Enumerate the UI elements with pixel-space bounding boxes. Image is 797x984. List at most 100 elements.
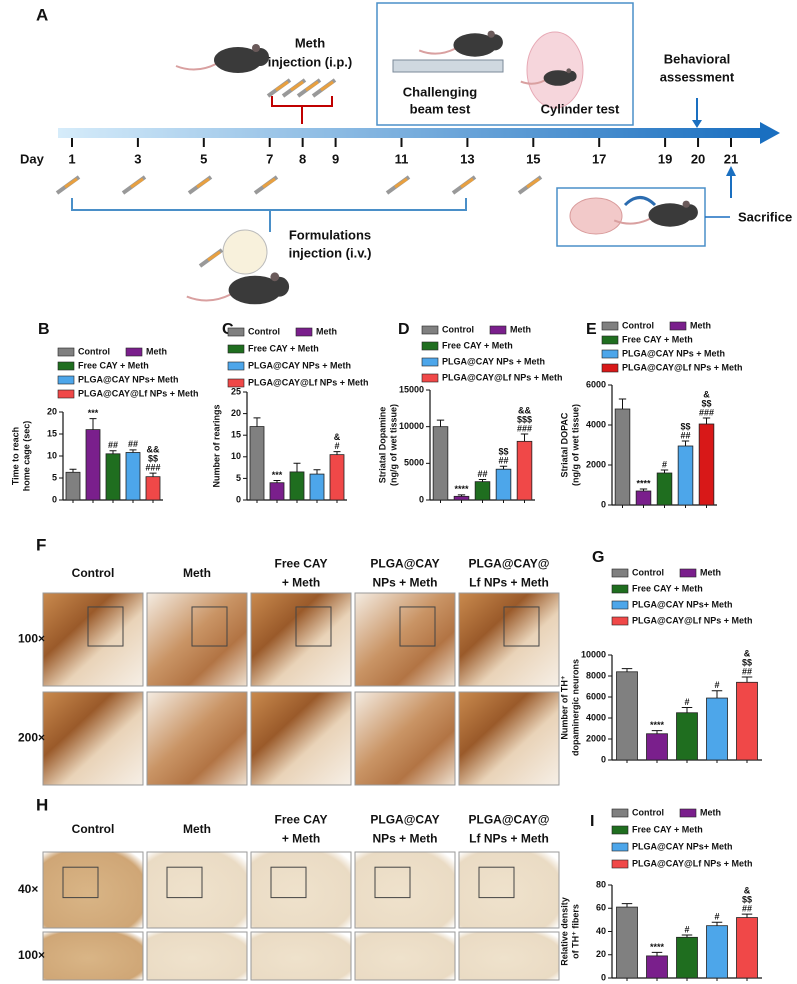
y-tick-label: 0 <box>236 494 241 504</box>
bar <box>145 476 161 501</box>
legend-swatch <box>57 361 75 371</box>
bar <box>249 426 265 501</box>
micrograph <box>146 691 248 786</box>
significance-label: $$ <box>742 657 752 667</box>
column-header: Lf NPs + Meth <box>469 576 549 590</box>
legend-label: PLGA@CAY NPs + Meth <box>248 360 351 370</box>
legend-label: Meth <box>146 346 167 356</box>
legend-swatch <box>611 584 629 594</box>
y-tick-label: 25 <box>231 386 241 396</box>
micrograph <box>458 691 560 786</box>
error-bar <box>478 478 487 482</box>
bar <box>453 495 470 501</box>
significance-label: ### <box>517 423 532 433</box>
significance-label: # <box>714 680 719 690</box>
legend-swatch <box>669 321 687 331</box>
sacrifice-arrow-head <box>726 166 736 176</box>
significance-label: **** <box>650 720 665 730</box>
legend-swatch <box>611 808 629 818</box>
zoom-box <box>166 866 203 899</box>
day-number: 11 <box>395 151 409 166</box>
micrograph <box>42 691 144 786</box>
error-bar <box>711 921 723 926</box>
mouse-body <box>453 33 497 57</box>
column-header: Lf NPs + Meth <box>469 832 549 846</box>
bar <box>698 423 715 506</box>
day-number: 15 <box>526 151 540 166</box>
legend-label: Free CAY + Meth <box>632 824 703 834</box>
error-bar <box>333 451 341 455</box>
column-header: Free CAY <box>275 557 328 571</box>
legend-label: Meth <box>700 807 721 817</box>
column-header: PLGA@CAY <box>370 557 439 571</box>
significance-label: # <box>714 912 719 922</box>
y-tick-label: 60 <box>596 903 606 913</box>
error-bar <box>681 707 693 713</box>
legend-label: Control <box>622 320 654 330</box>
day-number: 3 <box>134 151 141 166</box>
meth-label: Meth <box>295 35 325 50</box>
error-bar <box>618 398 627 409</box>
error-bar <box>293 462 301 472</box>
mouse-ear <box>270 272 280 282</box>
day-number: 19 <box>658 151 672 166</box>
column-header: + Meth <box>282 576 320 590</box>
day-number: 1 <box>68 151 75 166</box>
formulations-label: Formulations <box>289 227 371 242</box>
legend-label: Control <box>78 346 110 356</box>
bar <box>516 440 533 501</box>
error-bar <box>702 417 711 424</box>
y-tick-label: 15 <box>231 430 241 440</box>
micrograph <box>250 931 352 981</box>
error-bar <box>621 668 633 672</box>
micrograph <box>146 592 248 687</box>
bar <box>646 733 668 761</box>
error-bar <box>520 433 529 442</box>
error-bar <box>149 472 157 477</box>
legend-label: Meth <box>316 326 337 336</box>
zoom-box <box>478 866 515 899</box>
error-bar <box>89 418 97 430</box>
y-tick-label: 4000 <box>586 712 606 722</box>
y-tick-label: 5 <box>236 473 241 483</box>
significance-label: $$ <box>498 447 508 457</box>
mouse-tail <box>418 47 456 55</box>
formulations-label: injection (i.v.) <box>289 245 372 260</box>
bar <box>706 925 728 979</box>
bar <box>105 453 121 501</box>
error-bar <box>681 440 690 446</box>
mouse-ear <box>487 30 495 38</box>
significance-label: ## <box>498 456 508 466</box>
legend-swatch <box>611 859 629 869</box>
row-label: 40× <box>18 882 38 896</box>
legend-label: PLGA@CAY@Lf NPs + Meth <box>622 362 743 372</box>
legend-label: Free CAY + Meth <box>632 583 703 593</box>
y-axis-label: Striatal DOPAC <box>559 412 569 477</box>
significance-label: ### <box>699 407 714 417</box>
column-header: NPs + Meth <box>372 832 437 846</box>
syringe-fluid <box>305 80 319 92</box>
bar <box>329 454 345 501</box>
significance-label: ### <box>145 463 160 473</box>
y-tick-label: 10000 <box>399 421 424 431</box>
significance-label: **** <box>636 478 651 488</box>
significance-label: & <box>744 885 751 895</box>
legend-label: Meth <box>690 320 711 330</box>
y-tick-label: 0 <box>601 754 606 764</box>
bar <box>676 712 698 761</box>
significance-label: ## <box>477 469 487 479</box>
panel-label: G <box>592 549 604 566</box>
legend-swatch <box>601 321 619 331</box>
bar <box>635 490 652 506</box>
error-bar <box>457 494 466 497</box>
legend-swatch <box>227 361 245 371</box>
bar <box>676 936 698 979</box>
syringe-fluid <box>394 177 408 189</box>
zoom-box <box>62 866 99 899</box>
legend-swatch <box>125 347 143 357</box>
column-header: Meth <box>183 566 211 580</box>
bar <box>656 472 673 506</box>
bar <box>474 481 491 501</box>
day-number: 21 <box>724 151 738 166</box>
